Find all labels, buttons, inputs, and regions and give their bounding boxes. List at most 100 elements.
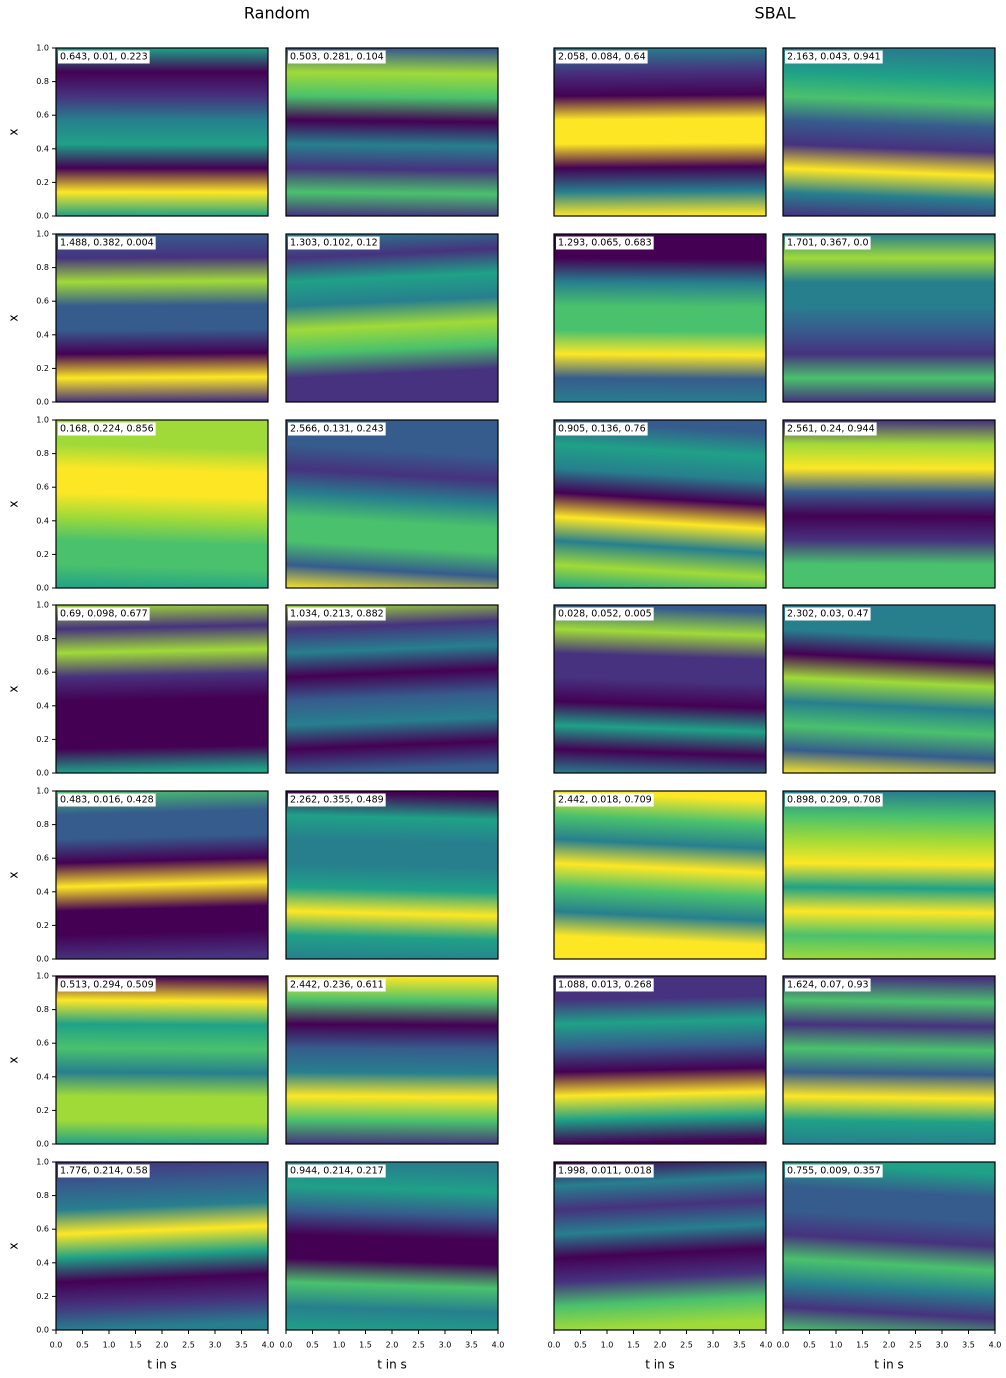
x-tick-label: 0.5 [76,1341,89,1350]
annotation-box [785,978,871,992]
annotation-box [288,793,386,807]
heatmap-image [783,234,995,402]
annotation-box [58,1164,150,1178]
x-tick-label: 1.0 [601,1341,614,1350]
heatmap-image [783,976,995,1144]
heatmap-image [286,605,498,773]
annotation-box [556,1164,654,1178]
annotation-box [288,50,386,64]
annotation-box [556,236,654,250]
panel-annotation: 0.905, 0.136, 0.76 [558,424,646,435]
x-axis-label: t in s [377,1358,407,1372]
y-tick-label: 1.0 [36,1158,49,1167]
x-tick-label: 3.0 [707,1341,720,1350]
x-tick-label: 4.0 [262,1341,275,1350]
panel-annotation: 2.262, 0.355, 0.489 [290,795,384,806]
annotation-box [785,50,883,64]
panel-annotation: 2.561, 0.24, 0.944 [787,424,875,435]
heatmap-image [56,234,268,402]
panel-annotation: 1.303, 0.102, 0.12 [290,238,378,249]
y-tick-label: 1.0 [36,972,49,981]
y-tick-label: 0.2 [36,921,49,930]
panel-annotation: 0.503, 0.281, 0.104 [290,52,384,63]
x-tick-label: 1.0 [830,1341,843,1350]
y-tick-label: 0.2 [36,1292,49,1301]
x-tick-label: 3.0 [209,1341,222,1350]
heatmap-image [286,1162,498,1330]
y-tick-label: 0.0 [36,584,49,593]
y-tick-label: 0.8 [36,77,49,86]
y-tick-label: 0.4 [36,1258,49,1267]
x-tick-label: 0.5 [803,1341,816,1350]
y-axis-label: x [7,314,21,321]
y-tick-label: 0.8 [36,1005,49,1014]
y-tick-label: 0.8 [36,1191,49,1200]
heatmap-image [783,791,995,959]
panel-annotation: 1.998, 0.011, 0.018 [558,1166,652,1177]
axes-frame [782,790,996,960]
x-tick-label: 4.0 [492,1341,505,1350]
y-tick-label: 0.2 [36,550,49,559]
axes-frame [782,233,996,403]
heatmap-image [56,48,268,216]
y-tick-label: 1.0 [36,230,49,239]
annotation-box [288,1164,386,1178]
heatmap-image [554,1162,766,1330]
panel-annotation: 0.483, 0.016, 0.428 [60,795,154,806]
annotation-box [58,422,156,436]
panel-annotation: 0.69, 0.098, 0.677 [60,609,148,620]
y-tick-label: 0.4 [36,1072,49,1081]
panel-annotation: 1.488, 0.382, 0.004 [60,238,154,249]
axes-frame [55,419,269,589]
x-tick-label: 3.5 [235,1341,248,1350]
y-axis-label: x [7,1056,21,1063]
y-tick-label: 1.0 [36,787,49,796]
annotation-box [288,607,386,621]
y-tick-label: 0.6 [36,1225,49,1234]
annotation-box [785,422,877,436]
heatmap-image [554,791,766,959]
x-tick-label: 2.5 [412,1341,425,1350]
annotation-box [58,607,150,621]
annotation-box [58,236,156,250]
panel-annotation: 0.944, 0.214, 0.217 [290,1166,384,1177]
y-tick-label: 0.6 [36,297,49,306]
y-tick-label: 0.2 [36,364,49,373]
heatmap-image [554,976,766,1144]
heatmap-image [286,976,498,1144]
heatmap-image [554,420,766,588]
y-tick-label: 0.8 [36,263,49,272]
panel-annotation: 2.566, 0.131, 0.243 [290,424,384,435]
annotation-box [785,1164,883,1178]
annotation-box [556,50,648,64]
y-tick-label: 1.0 [36,416,49,425]
annotation-box [58,50,150,64]
y-tick-label: 0.2 [36,178,49,187]
y-tick-label: 0.0 [36,955,49,964]
heatmap-image [554,234,766,402]
axes-frame [553,790,767,960]
y-tick-label: 0.4 [36,887,49,896]
heatmap-image [783,48,995,216]
axes-frame [285,975,499,1145]
x-tick-label: 4.0 [760,1341,773,1350]
x-tick-label: 0.0 [777,1341,790,1350]
panel-annotation: 1.088, 0.013, 0.268 [558,980,652,991]
panel-annotation: 2.163, 0.043, 0.941 [787,52,881,63]
x-axis-label: t in s [874,1358,904,1372]
y-axis-label: x [7,500,21,507]
panel-annotation: 2.442, 0.236, 0.611 [290,980,384,991]
group-title: Random [244,4,310,23]
annotation-box [556,607,654,621]
annotation-box [556,422,648,436]
x-tick-label: 1.0 [333,1341,346,1350]
axes-frame [782,47,996,217]
panel-annotation: 1.624, 0.07, 0.93 [787,980,869,991]
x-tick-label: 3.0 [936,1341,949,1350]
x-tick-label: 3.5 [465,1341,478,1350]
axes-frame [285,790,499,960]
x-tick-label: 0.5 [574,1341,587,1350]
panel-annotation: 2.302, 0.03, 0.47 [787,609,869,620]
axes-frame [285,419,499,589]
axes-frame [285,604,499,774]
